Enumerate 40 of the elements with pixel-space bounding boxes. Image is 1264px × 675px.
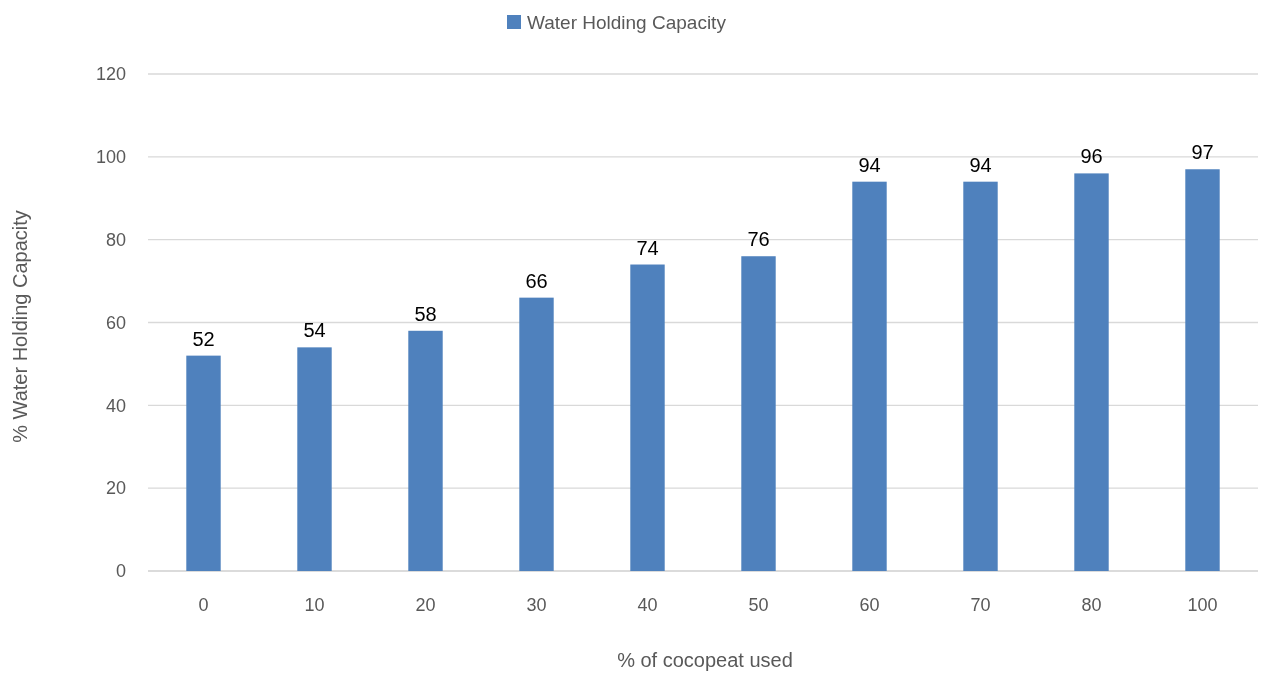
data-label: 97: [1191, 141, 1214, 164]
x-tick-label: 70: [970, 595, 991, 615]
y-tick-label: 20: [105, 478, 126, 499]
data-label: 96: [1080, 145, 1103, 168]
x-tick-label: 20: [415, 595, 436, 615]
data-label: 94: [969, 153, 992, 176]
y-tick-label: 60: [105, 312, 126, 333]
y-tick-label: 120: [95, 64, 126, 85]
bar: [1185, 169, 1220, 571]
x-tick-label: 50: [748, 595, 769, 615]
data-label: 58: [414, 302, 437, 325]
bar: [963, 181, 998, 571]
bar: [186, 355, 221, 571]
x-tick-label: 0: [198, 595, 209, 615]
x-tick-label: 80: [1081, 595, 1102, 615]
y-tick-label: 40: [105, 395, 126, 416]
x-tick-label: 40: [637, 595, 658, 615]
x-tick-label: 60: [859, 595, 880, 615]
x-tick-label: 100: [1187, 595, 1218, 615]
x-tick-label: 30: [526, 595, 547, 615]
legend-label: Water Holding Capacity: [527, 11, 727, 33]
data-label: 94: [858, 153, 881, 176]
bar: [408, 330, 443, 571]
data-label: 52: [192, 327, 215, 350]
bar: [297, 347, 332, 571]
data-label: 74: [636, 236, 659, 259]
x-tick-label: 10: [304, 595, 325, 615]
y-tick-label: 80: [105, 229, 126, 250]
bar: [630, 264, 665, 571]
bar: [852, 181, 887, 571]
x-axis-title: % of cocopeat used: [617, 649, 793, 671]
bar: [1074, 173, 1109, 571]
y-axis-title: % Water Holding Capacity: [9, 210, 31, 443]
data-label: 76: [747, 228, 770, 251]
y-tick-label: 100: [95, 147, 126, 168]
bar: [741, 256, 776, 571]
bar: [519, 297, 554, 571]
y-tick-label: 0: [115, 561, 126, 582]
data-label: 54: [303, 319, 326, 342]
data-label: 66: [525, 269, 548, 292]
